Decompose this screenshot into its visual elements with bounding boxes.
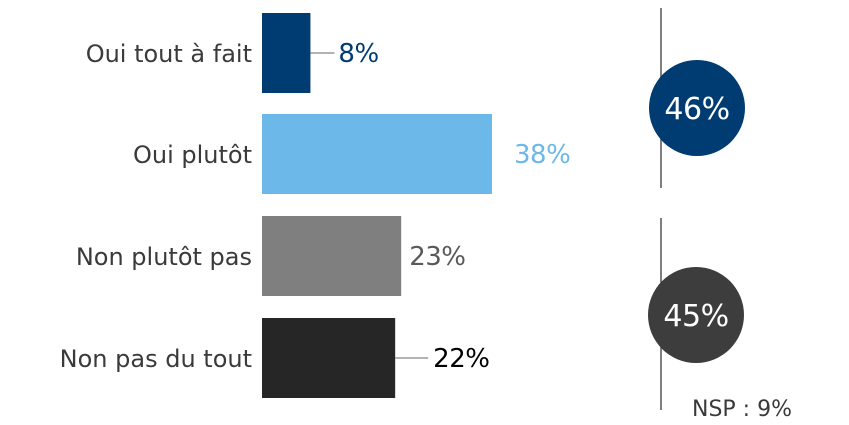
category-label: Non pas du tout [60,345,252,373]
group-total-circle [649,60,745,156]
bar [262,114,492,194]
category-label: Non plutôt pas [76,243,252,271]
value-label: 38% [514,140,570,170]
value-label: 22% [433,344,489,374]
value-label: 23% [409,242,465,272]
group-total-label: 45% [663,299,728,334]
group-total-label: 46% [664,92,729,127]
group-total-circle [648,267,744,363]
value-label: 8% [338,39,378,69]
bar [262,13,311,93]
category-label: Oui plutôt [133,141,252,169]
bar [262,318,396,398]
category-label: Oui tout à fait [86,40,252,68]
nsp-note: NSP : 9% [692,397,792,421]
bar [262,216,402,296]
